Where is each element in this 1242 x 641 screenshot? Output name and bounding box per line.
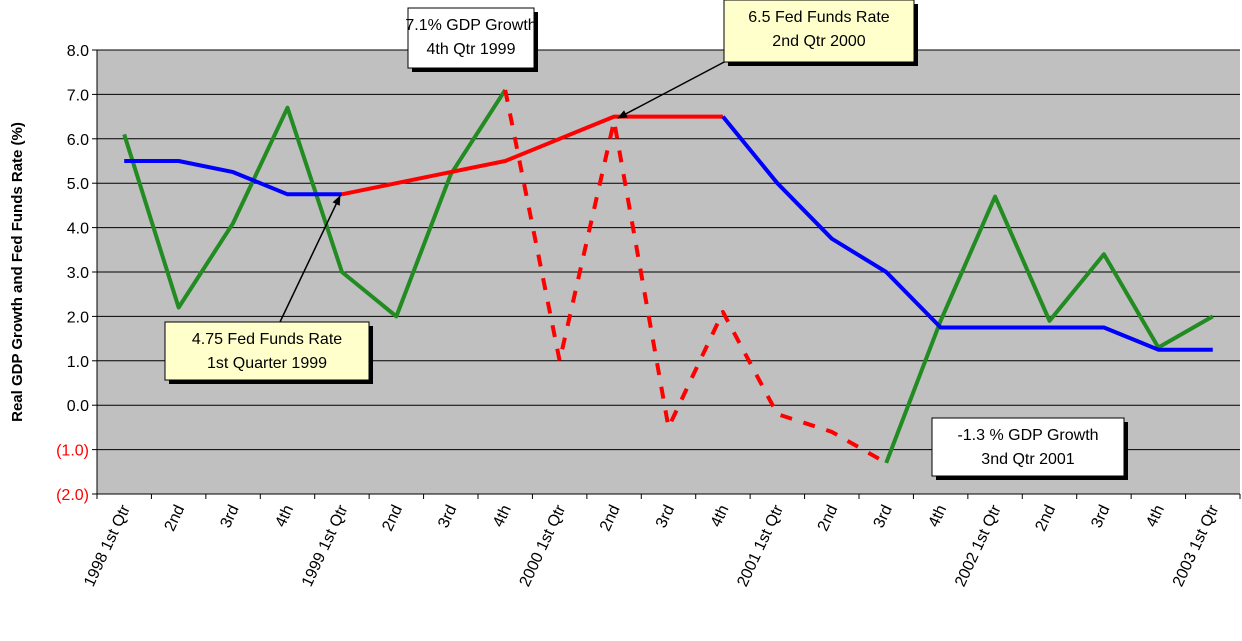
y-tick-label: 1.0: [67, 354, 89, 371]
series-line: [124, 159, 342, 197]
y-tick-label: 4.0: [67, 221, 89, 238]
y-tick-label: 2.0: [67, 309, 89, 326]
x-tick-label: 2nd: [597, 503, 624, 534]
annotation-text: 2nd Qtr 2000: [772, 33, 866, 50]
annotation-box: [931, 417, 1125, 477]
y-axis-label: Real GDP Growth and Fed Funds Rate (%): [9, 122, 26, 422]
x-tick-label: 2nd: [1032, 503, 1059, 534]
x-tick-label: 3rd: [435, 503, 460, 531]
x-tick-label: 2nd: [162, 503, 189, 534]
x-tick-label: 1999 1st Qtr: [299, 502, 352, 590]
annotation-text: 6.5 Fed Funds Rate: [748, 9, 890, 26]
annotation-box: [164, 321, 370, 381]
annotation-text: -1.3 % GDP Growth: [957, 427, 1098, 444]
series-line: [122, 88, 507, 319]
series-line: [884, 194, 1214, 464]
y-tick-label: (1.0): [56, 443, 89, 460]
y-tick-label: 6.0: [67, 132, 89, 149]
series-line: [341, 114, 723, 197]
x-tick-label: 2003 1st Qtr: [1170, 502, 1223, 590]
x-tick-label: 3rd: [653, 503, 678, 531]
x-tick-label: 2nd: [815, 503, 842, 534]
annotation-text: 1st Quarter 1999: [207, 355, 327, 372]
series-line: [721, 115, 1213, 352]
x-tick-label: 4th: [490, 503, 515, 530]
y-tick-label: 0.0: [67, 398, 89, 415]
x-tick-label: 2000 1st Qtr: [517, 502, 570, 590]
annotation-arrow: [617, 59, 729, 119]
annotation-arrow: [279, 195, 341, 323]
x-tick-label: 4th: [925, 503, 950, 530]
x-tick-label: 4th: [272, 503, 297, 530]
x-tick-label: 3rd: [871, 503, 896, 531]
x-tick-label: 3rd: [1088, 503, 1113, 531]
annotation-box: [723, 0, 915, 63]
series-line: [503, 89, 888, 465]
x-tick-label: 1998 1st Qtr: [81, 502, 134, 590]
annotation-text: 7.1% GDP Growth: [405, 17, 536, 34]
annotation-text: 3nd Qtr 2001: [981, 451, 1075, 468]
x-tick-label: 2001 1st Qtr: [734, 502, 787, 590]
annotation-text: 4.75 Fed Funds Rate: [192, 331, 342, 348]
y-tick-label: 5.0: [67, 176, 89, 193]
y-tick-label: 7.0: [67, 87, 89, 104]
y-tick-label: (2.0): [56, 487, 89, 504]
x-tick-label: 4th: [708, 503, 733, 530]
x-tick-label: 2nd: [379, 503, 406, 534]
y-tick-label: 3.0: [67, 265, 89, 282]
annotation-box: [407, 7, 535, 69]
y-tick-label: 8.0: [67, 43, 89, 60]
x-tick-label: 4th: [1143, 503, 1168, 530]
x-tick-label: 3rd: [218, 503, 243, 531]
x-tick-label: 2002 1st Qtr: [952, 502, 1005, 590]
annotation-text: 4th Qtr 1999: [427, 41, 516, 58]
